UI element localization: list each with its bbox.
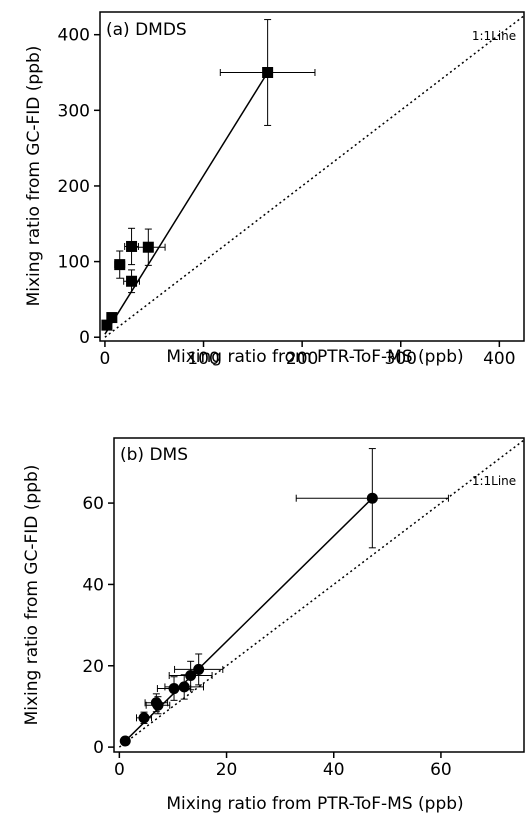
data-point — [142, 241, 154, 253]
data-point — [106, 312, 118, 324]
x-tick-label: 100 — [187, 349, 219, 369]
y-tick-label: 300 — [58, 101, 90, 121]
x-tick-label: 200 — [286, 349, 318, 369]
x-tick-label: 60 — [430, 760, 452, 780]
data-point — [178, 681, 190, 693]
data-point — [114, 259, 126, 271]
one-to-one-line — [104, 15, 525, 338]
one-to-one-label: 1:1Line — [472, 474, 516, 488]
fit-line — [124, 497, 373, 742]
panel-label: (b) DMS — [120, 445, 188, 465]
y-axis-title: Mixing ratio from GC-FID (ppb) — [24, 46, 44, 307]
data-point — [366, 492, 378, 504]
plot-frame — [113, 437, 525, 753]
data-point — [138, 712, 150, 724]
one-to-one-line — [118, 439, 525, 748]
one-to-one-label: 1:1Line — [472, 29, 516, 43]
x-tick-label: 300 — [385, 349, 417, 369]
y-tick-label: 0 — [79, 328, 90, 348]
y-tick-label: 0 — [93, 738, 104, 758]
data-point — [101, 319, 113, 331]
y-axis-title: Mixing ratio from GC-FID (ppb) — [22, 465, 42, 726]
data-point — [185, 670, 197, 682]
y-tick-label: 200 — [58, 177, 90, 197]
x-axis-title: Mixing ratio from PTR-ToF-MS (ppb) — [166, 794, 463, 814]
y-tick-label: 20 — [82, 657, 104, 677]
x-tick-label: 40 — [323, 760, 345, 780]
fit-line — [104, 72, 269, 335]
data-point — [152, 699, 164, 711]
panel-dms: (b) DMS Mixing ratio from PTR-ToF-MS (pp… — [22, 437, 525, 814]
plot-frame — [99, 11, 525, 342]
data-point — [119, 735, 131, 747]
x-tick-label: 400 — [483, 349, 515, 369]
data-point — [126, 275, 138, 287]
data-point — [262, 67, 274, 79]
y-tick-label: 400 — [58, 26, 90, 46]
x-tick-label: 0 — [114, 760, 125, 780]
data-point — [126, 240, 138, 252]
y-tick-label: 40 — [82, 575, 104, 595]
panel-label: (a) DMDS — [106, 20, 187, 40]
data-point — [168, 683, 180, 695]
panel-dmds: (a) DMDS Mixing ratio from PTR-ToF-MS (p… — [24, 11, 525, 369]
x-tick-label: 20 — [216, 760, 238, 780]
y-tick-label: 60 — [82, 494, 104, 514]
data-point — [193, 663, 205, 675]
x-axis-title: Mixing ratio from PTR-ToF-MS (ppb) — [166, 347, 463, 367]
y-tick-label: 100 — [58, 253, 90, 273]
x-tick-label: 0 — [100, 349, 111, 369]
